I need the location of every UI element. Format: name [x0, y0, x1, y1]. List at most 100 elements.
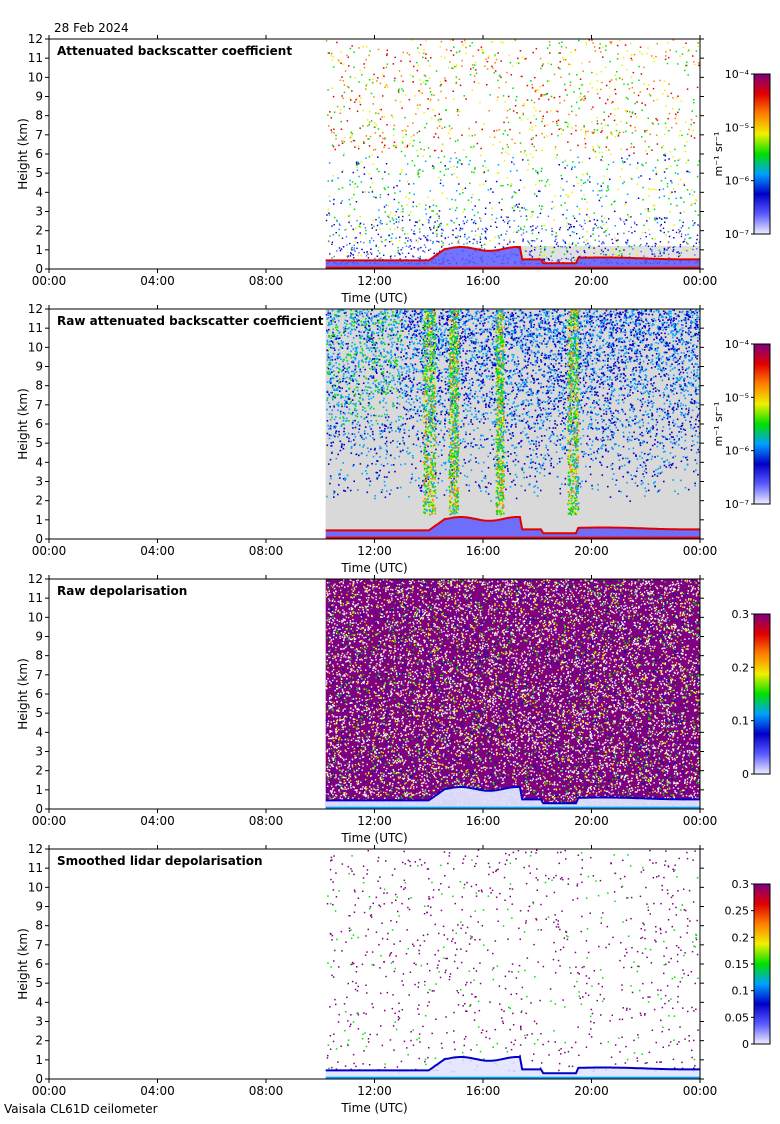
panel-title: Raw depolarisation — [57, 584, 187, 598]
plot-area — [49, 39, 700, 269]
x-tick-label: 04:00 — [140, 544, 175, 558]
y-tick-label: 4 — [35, 995, 43, 1009]
colorbar: 10⁻⁴10⁻⁵10⁻⁶10⁻⁷m⁻¹ sr⁻¹ — [712, 68, 770, 241]
y-tick-label: 7 — [35, 128, 43, 142]
x-tick-label: 08:00 — [249, 544, 284, 558]
x-tick-label: 16:00 — [466, 1084, 501, 1098]
colorbar-tick-label: 10⁻⁷ — [725, 498, 749, 511]
colorbar-tick-label: 10⁻⁷ — [725, 228, 749, 241]
x-tick-label: 00:00 — [32, 1084, 67, 1098]
y-tick-label: 7 — [35, 938, 43, 952]
colorbar-units: m⁻¹ sr⁻¹ — [712, 402, 725, 447]
x-tick-label: 20:00 — [574, 1084, 609, 1098]
y-tick-label: 3 — [35, 745, 43, 759]
y-tick-label: 10 — [28, 340, 43, 354]
plot-area — [49, 849, 700, 1079]
y-tick-label: 12 — [28, 842, 43, 856]
y-tick-label: 2 — [35, 494, 43, 508]
y-tick-label: 12 — [28, 572, 43, 586]
colorbar-tick-label: 0.3 — [732, 878, 750, 891]
y-tick-label: 5 — [35, 706, 43, 720]
y-tick-label: 6 — [35, 687, 43, 701]
x-tick-label: 00:00 — [32, 274, 67, 288]
colorbar-tick-label: 0.1 — [732, 715, 750, 728]
y-tick-label: 5 — [35, 976, 43, 990]
colorbar-tick-label: 10⁻⁴ — [725, 338, 750, 351]
y-tick-label: 8 — [35, 379, 43, 393]
colorbar-tick-label: 10⁻⁶ — [725, 175, 750, 188]
x-tick-label: 16:00 — [466, 274, 501, 288]
y-tick-label: 4 — [35, 455, 43, 469]
x-tick-label: 00:00 — [32, 544, 67, 558]
x-tick-label: 20:00 — [574, 814, 609, 828]
y-tick-label: 7 — [35, 398, 43, 412]
panel-3: Raw depolarisation0123456789101112Height… — [16, 572, 770, 845]
y-tick-label: 5 — [35, 166, 43, 180]
surface-layer — [326, 267, 700, 269]
surface-layer — [326, 807, 700, 809]
panel-title: Attenuated backscatter coefficient — [57, 44, 292, 58]
x-axis-label: Time (UTC) — [340, 831, 407, 845]
x-tick-label: 08:00 — [249, 814, 284, 828]
y-tick-label: 6 — [35, 147, 43, 161]
y-tick-label: 7 — [35, 668, 43, 682]
x-tick-label: 04:00 — [140, 274, 175, 288]
y-tick-label: 11 — [28, 321, 43, 335]
x-tick-label: 16:00 — [466, 544, 501, 558]
panel-2: Raw attenuated backscatter coefficient01… — [16, 302, 770, 575]
colorbar: 10⁻⁴10⁻⁵10⁻⁶10⁻⁷m⁻¹ sr⁻¹ — [712, 338, 770, 511]
y-tick-label: 3 — [35, 475, 43, 489]
y-tick-label: 2 — [35, 1034, 43, 1048]
colorbar-tick-label: 0.25 — [725, 905, 750, 918]
colorbar-tick-label: 0.3 — [732, 608, 750, 621]
heatmap-cells — [326, 579, 702, 810]
date-label: 28 Feb 2024 — [54, 21, 129, 35]
x-tick-label: 00:00 — [683, 544, 718, 558]
y-tick-label: 9 — [35, 90, 43, 104]
y-tick-label: 1 — [35, 1053, 43, 1067]
y-tick-label: 6 — [35, 957, 43, 971]
y-tick-label: 8 — [35, 919, 43, 933]
colorbar-tick-label: 0.2 — [732, 661, 750, 674]
y-tick-label: 9 — [35, 630, 43, 644]
y-axis-label: Height (km) — [16, 928, 30, 999]
panel-title: Smoothed lidar depolarisation — [57, 854, 263, 868]
colorbar-tick-label: 0.05 — [725, 1011, 750, 1024]
colorbar-tick-label: 0.15 — [725, 958, 750, 971]
y-tick-label: 9 — [35, 360, 43, 374]
x-tick-label: 12:00 — [357, 544, 392, 558]
colorbar-tick-label: 10⁻⁶ — [725, 445, 750, 458]
y-tick-label: 10 — [28, 70, 43, 84]
x-axis-label: Time (UTC) — [340, 291, 407, 305]
heatmap-cells — [326, 309, 702, 539]
y-tick-label: 9 — [35, 900, 43, 914]
y-axis-label: Height (km) — [16, 388, 30, 459]
colorbar-scale — [754, 884, 770, 1044]
y-tick-label: 6 — [35, 417, 43, 431]
y-axis-label: Height (km) — [16, 658, 30, 729]
x-axis-label: Time (UTC) — [340, 561, 407, 575]
panel-title: Raw attenuated backscatter coefficient — [57, 314, 324, 328]
colorbar-tick-label: 0.1 — [732, 985, 750, 998]
x-tick-label: 00:00 — [683, 814, 718, 828]
surface-layer — [326, 537, 700, 539]
x-tick-label: 20:00 — [574, 544, 609, 558]
y-tick-label: 10 — [28, 880, 43, 894]
x-tick-label: 08:00 — [249, 274, 284, 288]
x-tick-label: 08:00 — [249, 1084, 284, 1098]
y-tick-label: 2 — [35, 224, 43, 238]
x-axis-label: Time (UTC) — [340, 1101, 407, 1115]
colorbar-tick-label: 10⁻⁵ — [725, 121, 749, 134]
colorbar-scale — [754, 614, 770, 774]
y-axis-label: Height (km) — [16, 118, 30, 189]
panel-4: Smoothed lidar depolarisation01234567891… — [16, 842, 770, 1115]
x-tick-label: 12:00 — [357, 814, 392, 828]
colorbar-units: m⁻¹ sr⁻¹ — [712, 132, 725, 177]
colorbar-scale — [754, 344, 770, 504]
x-tick-label: 00:00 — [32, 814, 67, 828]
surface-layer — [326, 1077, 700, 1079]
colorbar-tick-label: 0 — [742, 768, 749, 781]
y-tick-label: 3 — [35, 1015, 43, 1029]
y-tick-label: 2 — [35, 764, 43, 778]
